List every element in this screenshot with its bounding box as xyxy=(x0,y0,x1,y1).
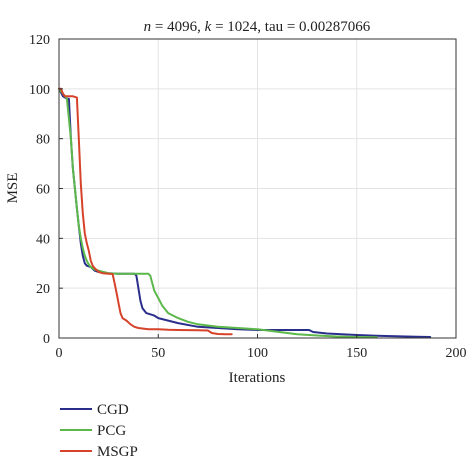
chart-title-part: = 1024, tau = 0.00287066 xyxy=(211,19,370,35)
y-tick-label: 60 xyxy=(36,183,50,198)
legend-label-msgp: MSGP xyxy=(97,444,138,460)
chart-title: n = 4096, k = 1024, tau = 0.00287066 xyxy=(144,19,371,35)
x-tick-label: 50 xyxy=(151,346,165,361)
grid-layer xyxy=(59,39,456,338)
y-tick-label: 20 xyxy=(36,282,50,297)
chart-title-part: n xyxy=(144,19,152,35)
series-layer xyxy=(58,87,432,339)
legend-label-cgd: CGD xyxy=(97,402,129,418)
tick-layer: 0 50 100 150 200 0 20 40 60 80 100 120 xyxy=(29,33,467,361)
x-tick-label: 100 xyxy=(247,346,268,361)
series-line-msgp xyxy=(58,87,233,336)
y-tick-label: 80 xyxy=(36,133,50,148)
chart-title-part: = 4096, xyxy=(151,19,204,35)
x-tick-label: 150 xyxy=(346,346,367,361)
y-tick-label: 100 xyxy=(29,83,50,98)
series-line-cgd xyxy=(58,87,432,338)
chart-title-part: k xyxy=(205,19,212,35)
y-tick-label: 40 xyxy=(36,232,50,247)
series-line-pcg xyxy=(58,87,378,339)
y-axis-label: MSE xyxy=(5,173,21,204)
y-tick-label: 120 xyxy=(29,33,50,48)
x-tick-label: 200 xyxy=(446,346,467,361)
legend-label-pcg: PCG xyxy=(97,423,126,439)
legend: CGD PCG MSGP xyxy=(60,402,138,460)
y-tick-label: 0 xyxy=(43,332,50,347)
x-axis-label: Iterations xyxy=(229,370,286,386)
x-tick-label: 0 xyxy=(56,346,63,361)
